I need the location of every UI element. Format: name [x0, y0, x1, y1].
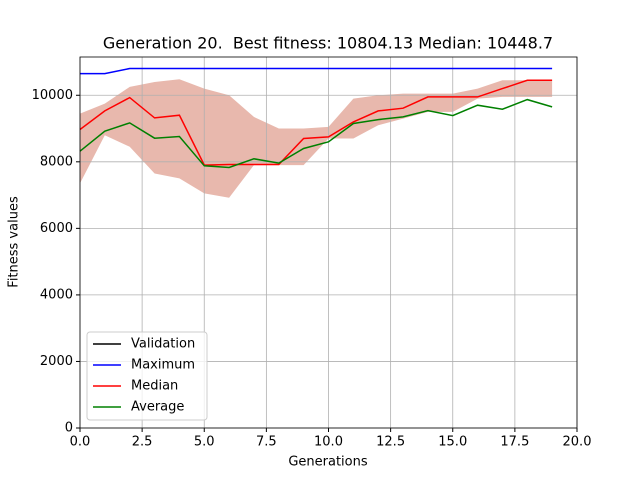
line [80, 67, 553, 75]
x-tick-label: 17.5 [500, 435, 529, 450]
y-tick-label: 6000 [40, 221, 73, 236]
x-tick-label: 2.5 [132, 435, 153, 450]
y-tick-label: 10000 [32, 88, 73, 103]
plot-frame [79, 56, 578, 429]
y-tick-label: 2000 [40, 354, 73, 369]
x-tick-label: 15.0 [438, 435, 467, 450]
y-tick-label: 4000 [40, 287, 73, 302]
x-tick-label: 7.5 [256, 435, 277, 450]
x-tick-label: 10.0 [314, 435, 343, 450]
x-tick-label: 5.0 [194, 435, 215, 450]
x-tick-label: 0.0 [70, 435, 91, 450]
band [80, 79, 553, 198]
legend-label: Average [131, 400, 184, 415]
legend-label: Maximum [131, 358, 195, 373]
x-tick-label: 12.5 [376, 435, 405, 450]
line [79, 79, 553, 166]
y-axis-label: Fitness values [7, 196, 22, 288]
chart-title: Generation 20. Best fitness: 10804.13 Me… [103, 34, 553, 53]
y-tick-label: 0 [65, 421, 73, 436]
line [79, 98, 553, 169]
x-axis-label: Generations [288, 455, 368, 470]
legend-box [86, 331, 208, 421]
x-tick-label: 20.0 [563, 435, 592, 450]
y-tick-label: 8000 [40, 154, 73, 169]
legend-label: Validation [131, 337, 195, 352]
legend-label: Median [131, 379, 178, 394]
